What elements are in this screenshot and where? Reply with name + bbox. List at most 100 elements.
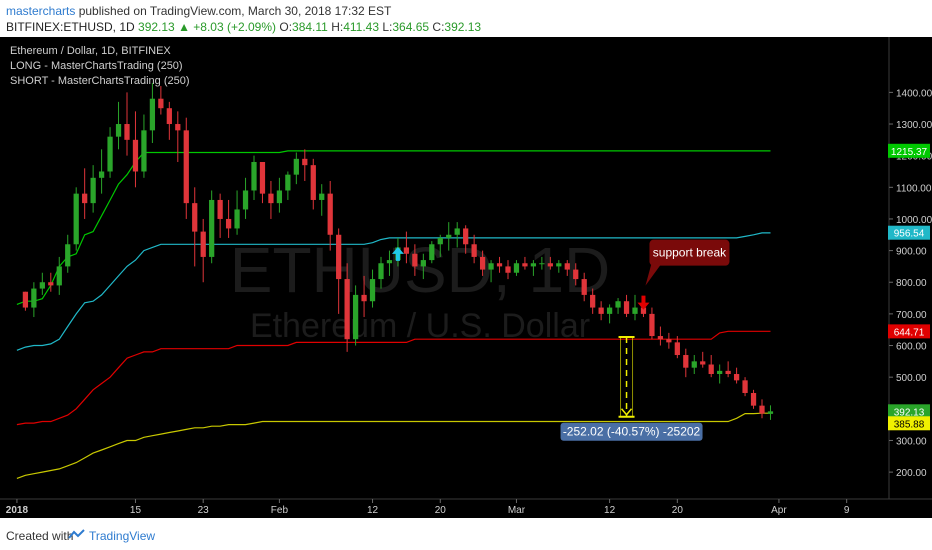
candle xyxy=(361,294,367,302)
candle xyxy=(767,411,774,414)
candle xyxy=(251,161,257,191)
candle xyxy=(530,263,537,267)
candle xyxy=(183,130,189,204)
band-line-1 xyxy=(16,232,771,351)
price-tag-label: 1215.37 xyxy=(891,147,928,158)
candle xyxy=(149,98,156,131)
candle xyxy=(471,244,477,257)
candle xyxy=(73,193,79,245)
candle xyxy=(564,263,570,270)
candle xyxy=(56,266,62,286)
y-tick-label: 1100.00 xyxy=(896,183,932,194)
symbol-line: BITFINEX:ETHUSD, 1D 392.13 ▲ +8.03 (+2.0… xyxy=(6,20,481,34)
candle xyxy=(132,139,139,172)
published-text: published on TradingView.com, March 30, … xyxy=(78,4,392,18)
price-tag-label: 644.71 xyxy=(894,327,925,338)
price-tag-box xyxy=(888,324,930,339)
candle xyxy=(640,307,647,314)
candle xyxy=(429,244,435,261)
candle xyxy=(175,124,181,131)
callout-text: support break xyxy=(653,246,727,260)
x-tick-label: 9 xyxy=(844,505,850,516)
price-tag-box xyxy=(888,143,930,158)
candle xyxy=(293,158,299,175)
callout-tail xyxy=(645,263,662,286)
candle xyxy=(217,199,223,219)
candle xyxy=(598,307,604,314)
price-tag-box xyxy=(888,225,930,240)
y-tick-label: 1300.00 xyxy=(896,120,932,131)
x-tick-label: 23 xyxy=(198,505,210,516)
watermark-symbol: ETHUSD, 1D xyxy=(230,234,611,306)
close-label: C: xyxy=(432,20,445,34)
x-tick-label: 15 xyxy=(130,505,142,516)
candle xyxy=(403,247,410,254)
candle xyxy=(268,193,274,204)
x-tick-label: 20 xyxy=(672,505,684,516)
close-value: 392.13 xyxy=(444,20,482,34)
candle xyxy=(708,364,714,375)
candle xyxy=(488,263,494,270)
open-label: O: xyxy=(279,20,293,34)
band-line-3 xyxy=(16,412,771,479)
symbol-label: BITFINEX:ETHUSD, 1D xyxy=(6,20,135,34)
down-arrow-icon xyxy=(637,295,650,310)
y-tick-label: 700.00 xyxy=(896,310,927,321)
candle xyxy=(242,190,249,210)
y-tick-label: 1400.00 xyxy=(896,88,932,99)
y-tick-label: 1000.00 xyxy=(896,215,932,226)
candle xyxy=(420,260,426,267)
candle xyxy=(209,199,215,257)
candle xyxy=(31,288,37,308)
candle xyxy=(573,269,579,280)
price-tag-box xyxy=(888,404,930,419)
price-tag-label: 392.13 xyxy=(894,407,925,418)
measure-label-box xyxy=(560,422,703,441)
legend-title: Ethereum / Dollar, 1D, BITFINEX xyxy=(10,45,171,57)
y-tick-label: 900.00 xyxy=(896,247,927,258)
candle xyxy=(124,124,130,140)
tradingview-link[interactable]: TradingView xyxy=(89,529,156,543)
candle xyxy=(90,177,96,204)
candle xyxy=(733,374,740,381)
candle xyxy=(496,263,503,267)
candle xyxy=(276,190,283,204)
candles xyxy=(22,82,774,420)
open-value: 384.11 xyxy=(292,20,328,34)
candle xyxy=(479,256,486,270)
watermark: ETHUSD, 1D Ethereum / U.S. Dollar xyxy=(230,234,611,345)
candle xyxy=(759,405,765,414)
candle xyxy=(98,171,105,178)
last-price: 392.13 xyxy=(138,20,175,34)
chart-header: mastercharts published on TradingView.co… xyxy=(0,0,932,37)
up-arrow-icon xyxy=(391,246,404,261)
candle xyxy=(725,370,731,375)
x-tick-label: Mar xyxy=(508,505,526,516)
change-value: ▲ +8.03 (+2.09%) xyxy=(178,20,277,34)
candle xyxy=(141,130,147,172)
y-tick-label: 800.00 xyxy=(896,278,927,289)
candle xyxy=(225,218,232,229)
candle xyxy=(192,203,198,232)
price-axis[interactable]: 200.00300.00400.00500.00600.00700.00800.… xyxy=(888,37,932,518)
candle xyxy=(539,263,545,265)
candle xyxy=(750,392,757,406)
candle xyxy=(327,193,333,235)
candle xyxy=(48,282,54,286)
candle xyxy=(412,253,418,267)
candle xyxy=(22,291,29,308)
footer: Created with TradingView xyxy=(0,518,932,550)
x-tick-label: Feb xyxy=(271,505,289,516)
time-axis[interactable]: 2018 15 23 Feb 12 20 Mar 12 20 Apr 9 xyxy=(0,498,932,516)
candle xyxy=(319,193,325,200)
author-link[interactable]: mastercharts xyxy=(6,4,76,18)
candle xyxy=(352,294,359,340)
high-label: H: xyxy=(331,20,344,34)
candle xyxy=(649,313,655,337)
chart-area[interactable]: ETHUSD, 1D Ethereum / U.S. Dollar -252.0… xyxy=(0,37,932,518)
legend-short: SHORT - MasterChartsTrading (250) xyxy=(10,75,190,87)
candle xyxy=(302,158,308,166)
measure-arrowhead xyxy=(620,408,633,416)
price-chart[interactable]: ETHUSD, 1D Ethereum / U.S. Dollar -252.0… xyxy=(0,37,932,518)
